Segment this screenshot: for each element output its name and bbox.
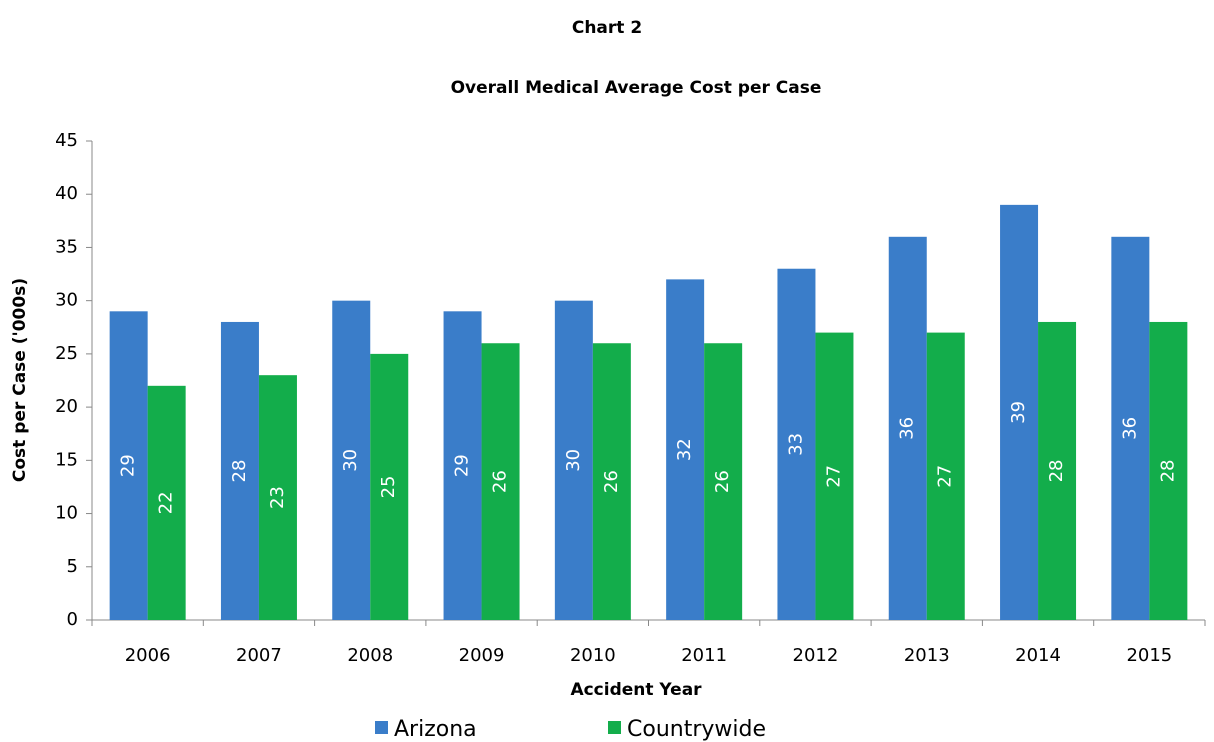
- bar: [815, 332, 854, 620]
- y-tick-label: 35: [55, 236, 78, 257]
- x-tick-label: 2015: [1126, 645, 1172, 666]
- bar: [1149, 321, 1188, 620]
- bar: [481, 343, 520, 620]
- x-tick-label: 2010: [570, 645, 616, 666]
- bar: [1038, 321, 1077, 620]
- y-tick-label: 25: [55, 343, 78, 364]
- data-label: 26: [601, 470, 622, 493]
- legend-swatch: [375, 721, 388, 734]
- y-tick-label: 30: [55, 290, 78, 311]
- legend-label: Countrywide: [627, 717, 766, 742]
- data-label: 25: [378, 475, 399, 498]
- chart-title: Chart 2: [572, 18, 642, 38]
- legend-label: Arizona: [394, 717, 477, 742]
- bar: [109, 311, 148, 620]
- bar: [332, 300, 371, 620]
- y-tick-label: 20: [55, 396, 78, 417]
- x-tick-label: 2013: [904, 645, 950, 666]
- bar: [443, 311, 482, 620]
- bar: [888, 236, 927, 621]
- data-label: 36: [897, 417, 918, 440]
- bar: [666, 279, 705, 620]
- x-tick-label: 2007: [236, 645, 282, 666]
- y-tick-label: 5: [67, 556, 78, 577]
- bar: [554, 300, 593, 620]
- data-label: 27: [935, 465, 956, 488]
- data-label: 36: [1119, 417, 1140, 440]
- data-label: 30: [563, 449, 584, 472]
- bar: [258, 375, 297, 620]
- x-tick-label: 2014: [1015, 645, 1061, 666]
- data-label: 28: [1046, 460, 1067, 483]
- data-label: 29: [118, 454, 139, 477]
- data-label: 39: [1008, 401, 1029, 424]
- y-tick-label: 15: [55, 449, 78, 470]
- legend-swatch: [608, 721, 621, 734]
- data-label: 23: [267, 486, 288, 509]
- data-label: 32: [674, 438, 695, 461]
- bar: [1000, 204, 1039, 620]
- data-label: 29: [452, 454, 473, 477]
- bar: [777, 268, 816, 620]
- bar: [147, 385, 186, 620]
- data-label: 33: [785, 433, 806, 456]
- data-label: 28: [229, 460, 250, 483]
- data-label: 26: [712, 470, 733, 493]
- x-tick-label: 2009: [459, 645, 505, 666]
- y-tick-label: 40: [55, 183, 78, 204]
- bar: [1111, 236, 1150, 621]
- bar: [704, 343, 743, 620]
- data-label: 26: [490, 470, 511, 493]
- bar: [926, 332, 965, 620]
- bar: [220, 321, 259, 620]
- bar: [370, 353, 409, 620]
- x-tick-label: 2008: [347, 645, 393, 666]
- data-label: 28: [1157, 460, 1178, 483]
- data-label: 30: [340, 449, 361, 472]
- chart-subtitle: Overall Medical Average Cost per Case: [451, 78, 822, 98]
- x-axis-label: Accident Year: [570, 680, 702, 700]
- x-tick-label: 2006: [125, 645, 171, 666]
- y-tick-label: 10: [55, 503, 78, 524]
- bar: [592, 343, 631, 620]
- x-tick-label: 2012: [793, 645, 839, 666]
- data-label: 27: [823, 465, 844, 488]
- y-tick-label: 0: [67, 609, 78, 630]
- x-tick-label: 2011: [681, 645, 727, 666]
- y-tick-label: 45: [55, 130, 78, 151]
- data-label: 22: [156, 491, 177, 514]
- y-axis-label: Cost per Case ('000s): [10, 278, 30, 482]
